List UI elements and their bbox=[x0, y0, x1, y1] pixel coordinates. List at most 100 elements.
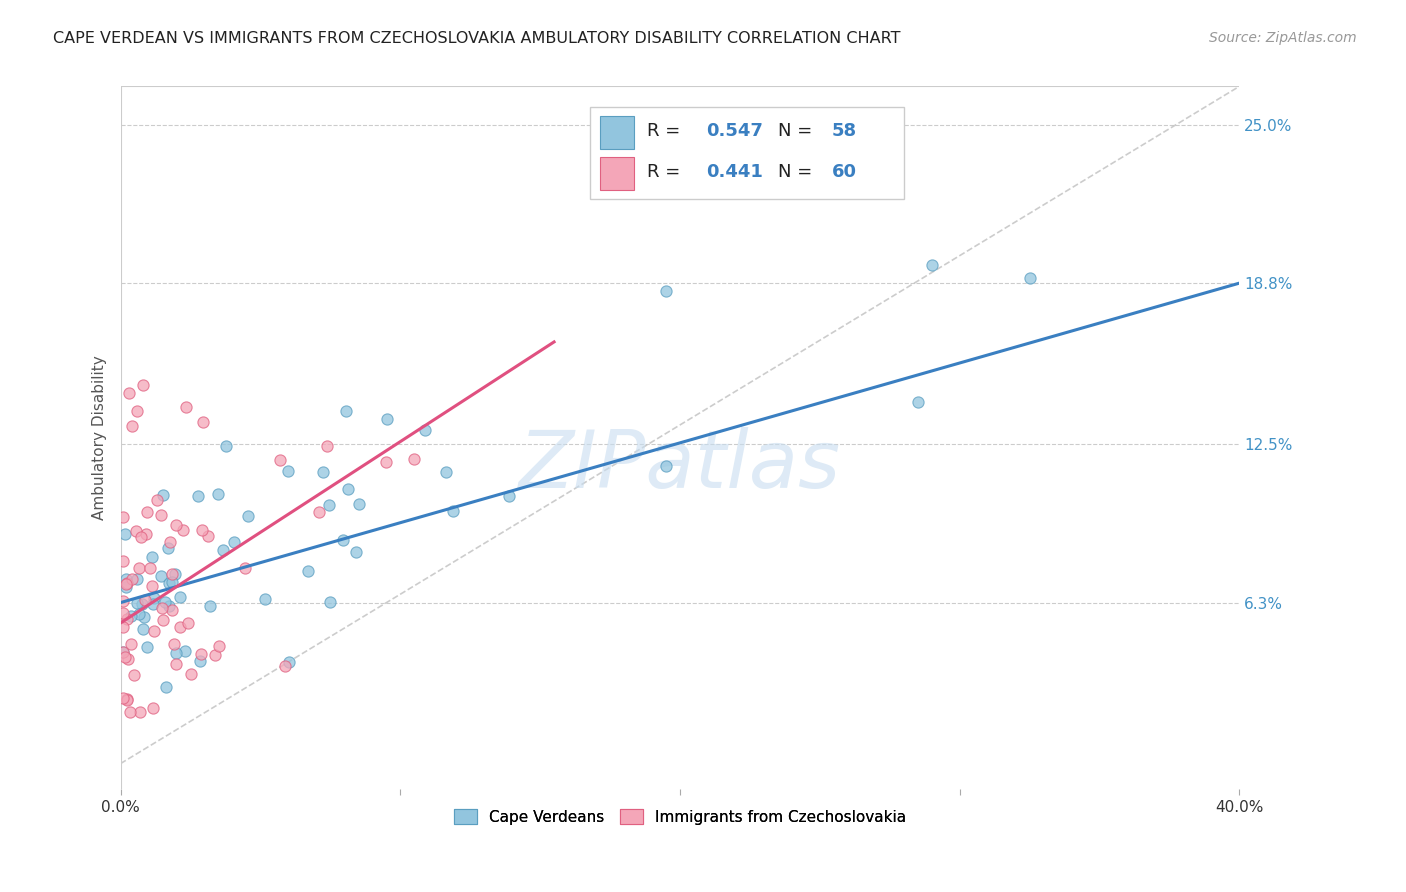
Point bbox=[172, 523, 194, 537]
Y-axis label: Ambulatory Disability: Ambulatory Disability bbox=[93, 355, 107, 520]
Point bbox=[377, 412, 399, 426]
Point bbox=[153, 595, 176, 609]
Point bbox=[655, 459, 678, 474]
Point bbox=[134, 593, 156, 607]
Point bbox=[139, 561, 162, 575]
Point bbox=[190, 647, 212, 661]
Point bbox=[169, 590, 191, 604]
Point bbox=[115, 692, 138, 706]
Point bbox=[165, 517, 187, 532]
Point bbox=[142, 701, 165, 715]
Point bbox=[208, 639, 231, 653]
Point bbox=[141, 579, 163, 593]
Point bbox=[253, 592, 276, 607]
Point bbox=[191, 415, 214, 429]
Point bbox=[318, 499, 340, 513]
Text: Source: ZipAtlas.com: Source: ZipAtlas.com bbox=[1209, 31, 1357, 45]
Point bbox=[236, 508, 259, 523]
Point bbox=[1018, 271, 1040, 285]
Point bbox=[155, 680, 177, 694]
Point bbox=[173, 644, 195, 658]
Point bbox=[180, 667, 202, 681]
Point bbox=[129, 530, 152, 544]
Point bbox=[297, 564, 319, 578]
Point bbox=[212, 543, 235, 558]
Point bbox=[114, 580, 136, 594]
Point bbox=[347, 497, 370, 511]
Point bbox=[112, 594, 135, 608]
Point bbox=[187, 489, 209, 503]
Point bbox=[269, 453, 291, 467]
Point bbox=[921, 258, 943, 272]
Point bbox=[315, 439, 337, 453]
Point bbox=[125, 572, 148, 586]
Point bbox=[413, 423, 436, 437]
Point bbox=[224, 534, 246, 549]
Point bbox=[142, 597, 165, 611]
Point bbox=[152, 488, 174, 502]
Point bbox=[441, 504, 464, 518]
Point bbox=[132, 378, 155, 392]
Point bbox=[162, 574, 184, 589]
Point bbox=[112, 691, 135, 706]
Point bbox=[135, 527, 157, 541]
Point bbox=[132, 623, 155, 637]
Point bbox=[375, 455, 398, 469]
Point bbox=[152, 600, 174, 615]
Point bbox=[136, 505, 159, 519]
Point bbox=[404, 452, 426, 467]
Point bbox=[143, 591, 166, 606]
Point bbox=[131, 597, 153, 611]
Point bbox=[112, 553, 135, 567]
Text: ZIPatlas: ZIPatlas bbox=[519, 427, 841, 505]
Point bbox=[134, 609, 156, 624]
Point bbox=[215, 439, 238, 453]
Point bbox=[112, 645, 135, 659]
Point bbox=[121, 572, 143, 586]
Point bbox=[114, 527, 136, 541]
Point bbox=[274, 659, 297, 673]
Point bbox=[128, 607, 150, 622]
Point bbox=[152, 613, 174, 627]
Point bbox=[127, 596, 149, 610]
Point bbox=[114, 650, 136, 665]
Point bbox=[346, 545, 368, 559]
Point bbox=[160, 603, 183, 617]
Point bbox=[165, 657, 187, 672]
Point bbox=[156, 541, 179, 555]
Point bbox=[308, 505, 330, 519]
Point bbox=[118, 706, 141, 720]
Point bbox=[115, 576, 138, 591]
Point bbox=[200, 599, 222, 614]
Point bbox=[141, 549, 163, 564]
Point bbox=[434, 465, 457, 479]
Point bbox=[149, 508, 172, 522]
Point bbox=[115, 612, 138, 626]
Point bbox=[190, 523, 212, 537]
Point bbox=[312, 465, 335, 479]
Point bbox=[169, 620, 191, 634]
Point bbox=[188, 654, 211, 668]
Point bbox=[332, 533, 354, 547]
Point bbox=[163, 637, 186, 651]
Point bbox=[117, 651, 139, 665]
Point bbox=[165, 646, 187, 660]
Point bbox=[112, 510, 135, 524]
Point bbox=[197, 529, 219, 543]
Point bbox=[112, 620, 135, 634]
Point bbox=[112, 645, 135, 659]
Point bbox=[319, 595, 342, 609]
Point bbox=[115, 573, 138, 587]
Point bbox=[277, 655, 299, 669]
Point bbox=[233, 561, 256, 575]
Point bbox=[143, 624, 166, 638]
Point bbox=[120, 637, 142, 651]
Point bbox=[157, 599, 180, 614]
Point bbox=[336, 482, 359, 496]
Point bbox=[177, 616, 200, 631]
Point bbox=[120, 608, 142, 623]
Point bbox=[160, 567, 183, 582]
Point bbox=[174, 401, 197, 415]
Point bbox=[118, 386, 141, 401]
Point bbox=[655, 284, 678, 298]
